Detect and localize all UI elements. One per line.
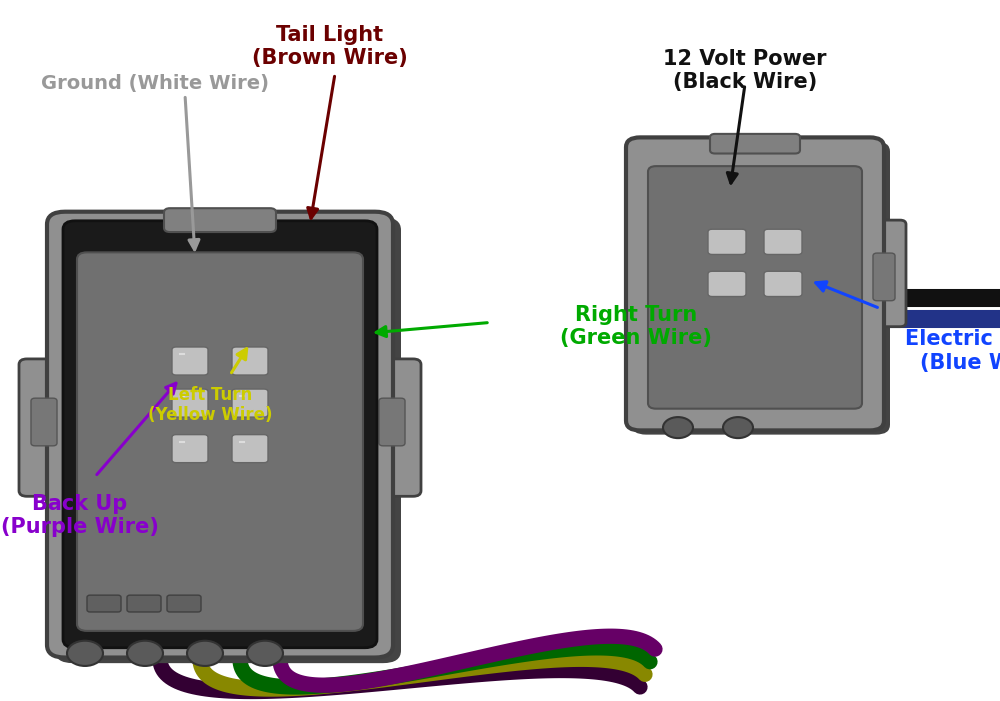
Circle shape	[67, 641, 103, 666]
FancyBboxPatch shape	[172, 389, 208, 417]
Circle shape	[127, 641, 163, 666]
FancyBboxPatch shape	[764, 271, 802, 297]
Text: Left Turn
(Yellow Wire): Left Turn (Yellow Wire)	[148, 386, 272, 424]
FancyBboxPatch shape	[164, 208, 276, 232]
FancyBboxPatch shape	[632, 142, 890, 435]
FancyBboxPatch shape	[77, 252, 363, 631]
Text: Ground (White Wire): Ground (White Wire)	[41, 74, 269, 93]
FancyBboxPatch shape	[232, 347, 268, 375]
FancyBboxPatch shape	[172, 347, 208, 375]
FancyBboxPatch shape	[764, 229, 802, 254]
FancyBboxPatch shape	[708, 229, 746, 254]
Text: Tail Light
(Brown Wire): Tail Light (Brown Wire)	[252, 25, 408, 68]
FancyBboxPatch shape	[866, 220, 906, 327]
FancyBboxPatch shape	[87, 595, 121, 612]
Circle shape	[247, 641, 283, 666]
FancyBboxPatch shape	[19, 359, 70, 496]
FancyBboxPatch shape	[648, 166, 862, 409]
Text: Electric Brake
(Blue Wire): Electric Brake (Blue Wire)	[905, 329, 1000, 373]
FancyBboxPatch shape	[370, 359, 421, 496]
FancyBboxPatch shape	[47, 212, 393, 658]
Circle shape	[663, 417, 693, 438]
FancyBboxPatch shape	[379, 398, 405, 446]
FancyBboxPatch shape	[172, 435, 208, 463]
FancyBboxPatch shape	[710, 134, 800, 154]
FancyBboxPatch shape	[55, 217, 401, 663]
FancyBboxPatch shape	[232, 435, 268, 463]
FancyBboxPatch shape	[31, 398, 57, 446]
FancyBboxPatch shape	[63, 221, 377, 648]
FancyBboxPatch shape	[873, 253, 895, 301]
FancyBboxPatch shape	[127, 595, 161, 612]
Text: Right Turn
(Green Wire): Right Turn (Green Wire)	[560, 305, 712, 348]
Text: Back Up
(Purple Wire): Back Up (Purple Wire)	[1, 494, 159, 538]
FancyBboxPatch shape	[167, 595, 201, 612]
Circle shape	[187, 641, 223, 666]
FancyBboxPatch shape	[232, 389, 268, 417]
Circle shape	[723, 417, 753, 438]
FancyBboxPatch shape	[708, 271, 746, 297]
Text: 12 Volt Power
(Black Wire): 12 Volt Power (Black Wire)	[663, 49, 827, 93]
FancyBboxPatch shape	[626, 137, 884, 430]
